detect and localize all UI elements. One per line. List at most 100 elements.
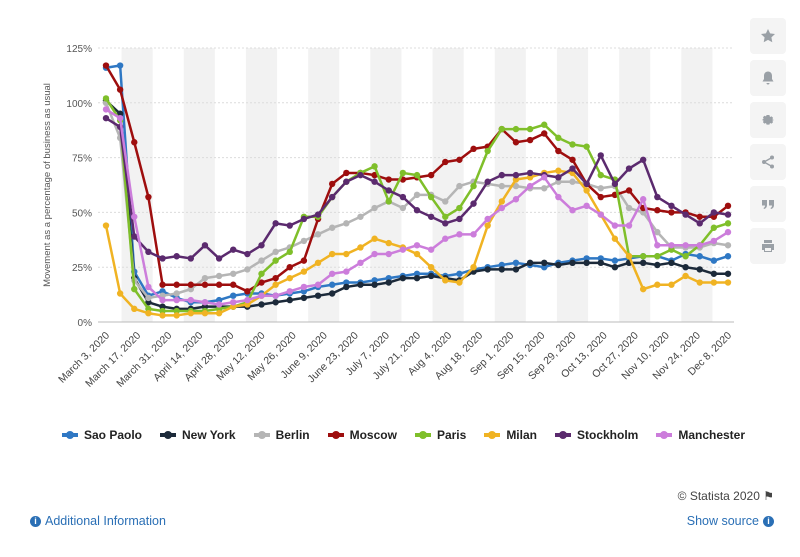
data-point (258, 292, 265, 299)
data-point (272, 248, 279, 256)
data-point (512, 259, 520, 267)
data-point (328, 281, 336, 288)
data-point (668, 242, 675, 249)
data-point (541, 174, 548, 181)
info-icon: i (763, 515, 774, 527)
data-point (187, 296, 195, 304)
data-point (427, 193, 435, 201)
data-point (611, 180, 619, 188)
legend-item-stockholm[interactable]: Stockholm (554, 428, 639, 442)
favorite-button[interactable] (750, 18, 786, 54)
data-point (470, 231, 477, 238)
y-axis-title: Movement as a percentage of business as … (42, 83, 53, 287)
data-point (654, 281, 661, 288)
data-point (498, 125, 506, 133)
additional-information-link[interactable]: i Additional Information (30, 514, 166, 528)
data-point (696, 220, 703, 227)
data-point (668, 259, 675, 267)
data-point (498, 198, 506, 205)
data-point (456, 182, 463, 190)
data-point (187, 281, 195, 288)
data-point (555, 178, 562, 185)
data-point (413, 171, 421, 179)
legend-item-new-york[interactable]: New York (160, 428, 236, 442)
data-point (399, 169, 407, 177)
data-point (597, 193, 604, 201)
data-point (541, 264, 548, 271)
data-point (696, 279, 703, 286)
legend-item-manchester[interactable]: Manchester (656, 428, 745, 442)
data-point (131, 233, 138, 240)
data-point (682, 242, 689, 249)
data-point (258, 279, 265, 286)
data-point (724, 202, 732, 210)
legend-item-moscow[interactable]: Moscow (327, 428, 397, 442)
data-point (102, 62, 110, 69)
show-source-label: Show source (686, 514, 759, 528)
data-point (300, 283, 308, 291)
legend-item-milan[interactable]: Milan (484, 428, 537, 442)
data-point (215, 296, 223, 304)
data-point (145, 305, 152, 313)
legend-item-sao-paolo[interactable]: Sao Paolo (62, 428, 142, 442)
data-point (569, 165, 576, 172)
cite-button[interactable] (750, 186, 786, 222)
data-point (371, 250, 378, 258)
data-point (668, 281, 675, 288)
show-source-link[interactable]: Show source i (687, 514, 774, 528)
y-tick-label: 100% (66, 99, 92, 110)
gear-icon (762, 115, 774, 125)
data-point (639, 259, 647, 267)
data-point (484, 215, 491, 223)
data-point (498, 261, 506, 269)
data-point (343, 178, 350, 185)
legend-swatch (414, 431, 431, 439)
data-point (654, 228, 661, 236)
data-point (682, 211, 689, 218)
legend-swatch (656, 431, 673, 439)
data-point (300, 294, 308, 302)
legend-swatch (327, 431, 344, 439)
data-point (244, 296, 251, 304)
data-point (131, 285, 138, 293)
data-point (187, 285, 195, 293)
data-point (215, 301, 223, 308)
data-point (343, 279, 350, 286)
data-point (145, 193, 152, 201)
legend-label: New York (182, 428, 236, 442)
data-point (541, 185, 548, 192)
plot-band (183, 48, 215, 322)
data-point (442, 235, 449, 242)
data-point (456, 204, 463, 212)
legend-label: Stockholm (576, 428, 639, 442)
data-point (201, 299, 209, 306)
data-point (696, 242, 703, 249)
data-point (215, 255, 223, 262)
data-point (413, 250, 421, 258)
data-point (357, 171, 364, 179)
data-point (230, 299, 237, 306)
data-point (597, 185, 604, 192)
data-point (611, 235, 619, 242)
settings-button[interactable] (750, 102, 786, 138)
data-point (159, 312, 166, 319)
data-point (625, 187, 633, 194)
data-point (569, 259, 576, 267)
data-point (484, 147, 491, 155)
data-point (215, 281, 223, 288)
statista-credit[interactable]: © Statista 2020 ⚑ (678, 489, 774, 503)
data-point (385, 187, 392, 194)
data-point (159, 296, 166, 304)
data-point (159, 255, 166, 262)
data-point (102, 95, 110, 102)
data-point (442, 198, 449, 205)
print-button[interactable] (750, 228, 786, 264)
data-point (427, 246, 435, 253)
data-point (611, 222, 619, 229)
notification-button[interactable] (750, 60, 786, 96)
legend-item-paris[interactable]: Paris (414, 428, 466, 442)
data-point (639, 196, 647, 203)
legend-item-berlin[interactable]: Berlin (253, 428, 310, 442)
data-point (116, 290, 124, 297)
share-button[interactable] (750, 144, 786, 180)
